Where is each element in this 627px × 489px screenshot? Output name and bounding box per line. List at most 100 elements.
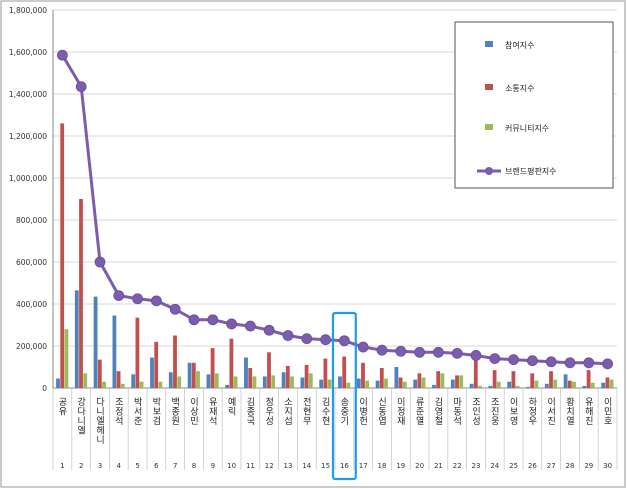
y-tick-label: 1,200,000 bbox=[9, 132, 47, 141]
plot-area: 0 200,000 400,000 600,000 800,000 1,000,000 1,… bbox=[9, 6, 618, 481]
point-브랜드평판지수-9 bbox=[207, 314, 219, 326]
point-브랜드평판지수-25 bbox=[508, 354, 519, 366]
bar-소통지수-29 bbox=[586, 370, 591, 388]
legend-swatch bbox=[485, 41, 493, 47]
rank-label: 8 bbox=[192, 462, 196, 470]
point-브랜드평판지수-24 bbox=[489, 353, 501, 365]
point-브랜드평판지수-13 bbox=[282, 330, 294, 341]
bar-참여지수-15 bbox=[319, 379, 324, 388]
point-브랜드평판지수-30 bbox=[602, 358, 613, 370]
y-tick-label: 400,000 bbox=[16, 300, 47, 309]
bar-참여지수-28 bbox=[563, 374, 568, 388]
bar-참여지수-7 bbox=[168, 372, 173, 388]
bar-참여지수-21 bbox=[432, 384, 436, 388]
rank-label: 16 bbox=[340, 462, 349, 470]
y-tick-label: 1,800,000 bbox=[9, 6, 47, 15]
bar-커뮤니티지수-3 bbox=[102, 381, 106, 388]
rank-label: 23 bbox=[472, 462, 481, 470]
category-label: 박서준 bbox=[132, 397, 142, 426]
bar-참여지수-24 bbox=[488, 385, 493, 388]
bar-참여지수-14 bbox=[300, 377, 305, 388]
rank-label: 18 bbox=[378, 462, 387, 470]
bar-소통지수-21 bbox=[436, 371, 441, 388]
bar-커뮤니티지수-22 bbox=[459, 375, 464, 388]
bar-소통지수-14 bbox=[304, 364, 309, 388]
bar-소통지수-9 bbox=[210, 348, 215, 388]
rank-label: 14 bbox=[302, 462, 311, 470]
bar-커뮤니티지수-7 bbox=[177, 376, 182, 388]
rank-label: 17 bbox=[359, 462, 368, 470]
bar-커뮤니티지수-5 bbox=[139, 381, 144, 388]
category-label: 김종국 bbox=[244, 396, 254, 426]
rank-label: 20 bbox=[415, 462, 424, 470]
bar-참여지수-12 bbox=[262, 376, 267, 388]
rank-label: 12 bbox=[265, 462, 274, 470]
point-브랜드평판지수-29 bbox=[583, 357, 595, 369]
rank-label: 24 bbox=[490, 462, 499, 470]
bar-소통지수-16 bbox=[342, 356, 347, 388]
bar-커뮤니티지수-14 bbox=[308, 373, 313, 388]
y-tick-label: 1,000,000 bbox=[9, 174, 47, 183]
bar-커뮤니티지수-19 bbox=[402, 381, 407, 388]
bar-커뮤니티지수-10 bbox=[233, 376, 238, 388]
bar-소통지수-15 bbox=[323, 358, 328, 388]
rank-label: 2 bbox=[79, 462, 83, 470]
point-브랜드평판지수-27 bbox=[545, 356, 557, 368]
bar-소통지수-10 bbox=[229, 338, 234, 388]
bar-참여지수-17 bbox=[356, 378, 361, 388]
point-브랜드평판지수-7 bbox=[169, 303, 181, 315]
category-label: 황치열 bbox=[564, 397, 574, 426]
y-tick-label: 1,400,000 bbox=[9, 90, 47, 99]
bar-소통지수-8 bbox=[191, 362, 196, 388]
category-label: 이정재 bbox=[395, 397, 405, 426]
point-브랜드평판지수-11 bbox=[244, 320, 256, 332]
y-tick-label: 200,000 bbox=[16, 342, 47, 351]
bar-소통지수-4 bbox=[116, 371, 121, 388]
point-브랜드평판지수-22 bbox=[451, 347, 463, 359]
category-label: 다니엘헤니 bbox=[94, 397, 104, 445]
point-브랜드평판지수-5 bbox=[132, 293, 144, 305]
category-label: 이서진 bbox=[545, 397, 555, 426]
legend-box bbox=[454, 21, 614, 189]
bar-소통지수-11 bbox=[248, 368, 253, 388]
category-label: 유해진 bbox=[583, 397, 593, 426]
point-브랜드평판지수-26 bbox=[527, 355, 538, 367]
bar-참여지수-5 bbox=[131, 374, 136, 388]
bar-커뮤니티지수-15 bbox=[327, 379, 332, 388]
bar-커뮤니티지수-8 bbox=[196, 371, 200, 388]
y-tick-label: 1,600,000 bbox=[9, 48, 47, 57]
bar-커뮤니티지수-17 bbox=[365, 380, 370, 388]
bar-소통지수-17 bbox=[361, 362, 365, 388]
bar-소통지수-13 bbox=[285, 365, 290, 388]
bar-커뮤니티지수-21 bbox=[440, 373, 445, 388]
legend-label: 브랜드평판지수 bbox=[505, 166, 557, 176]
category-label: 송중기 bbox=[338, 397, 348, 426]
point-브랜드평판지수-20 bbox=[414, 346, 426, 358]
bar-커뮤니티지수-27 bbox=[553, 379, 558, 388]
bar-소통지수-27 bbox=[549, 371, 553, 388]
bar-커뮤니티지수-12 bbox=[271, 375, 276, 388]
bar-커뮤니티지수-13 bbox=[290, 376, 294, 388]
point-브랜드평판지수-2 bbox=[75, 81, 87, 93]
point-브랜드평판지수-12 bbox=[263, 324, 275, 336]
point-브랜드평판지수-19 bbox=[395, 345, 407, 357]
legend-swatch-marker bbox=[485, 167, 493, 175]
bar-커뮤니티지수-25 bbox=[515, 385, 520, 388]
category-label: 유재석 bbox=[207, 397, 217, 426]
bar-커뮤니티지수-23 bbox=[478, 385, 482, 388]
bar-참여지수-30 bbox=[601, 382, 606, 388]
category-label: 정우성 bbox=[263, 397, 273, 426]
bar-커뮤니티지수-26 bbox=[534, 380, 539, 388]
bar-커뮤니티지수-2 bbox=[83, 373, 88, 388]
bar-참여지수-9 bbox=[206, 374, 211, 388]
bar-소통지수-22 bbox=[455, 375, 459, 388]
category-label: 이민호 bbox=[602, 397, 612, 426]
bar-커뮤니티지수-6 bbox=[158, 381, 163, 388]
bar-참여지수-6 bbox=[150, 357, 154, 388]
rank-label: 25 bbox=[509, 462, 518, 470]
bar-소통지수-28 bbox=[567, 380, 572, 388]
bar-참여지수-29 bbox=[582, 385, 587, 388]
bar-소통지수-30 bbox=[605, 377, 610, 388]
bar-소통지수-12 bbox=[267, 352, 271, 388]
